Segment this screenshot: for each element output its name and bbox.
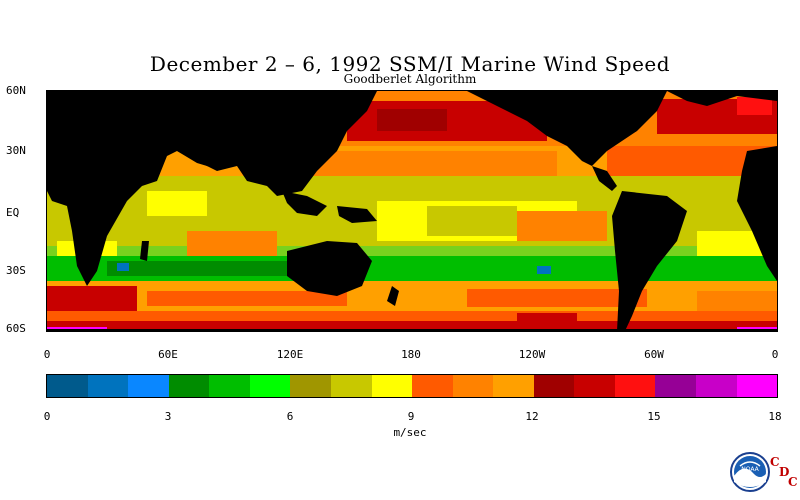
- colorbar-swatch-10: [452, 375, 494, 397]
- colorbar-tick-18: 18: [768, 410, 782, 423]
- colorbar-swatch-0: [47, 375, 88, 397]
- lat-label-60n: 60N: [6, 84, 26, 97]
- colorbar-swatch-4: [209, 375, 250, 397]
- lon-label-180: 180: [401, 348, 421, 361]
- lat-label-60s: 60S: [6, 322, 26, 335]
- cdc-letter-d: D: [779, 465, 790, 479]
- colorbar-tick-3: 3: [164, 410, 172, 423]
- wind-speed-map-svg: [47, 91, 777, 331]
- colorbar-swatch-11: [493, 375, 534, 397]
- colorbar-swatch-14: [614, 375, 656, 397]
- colorbar-swatch-9: [412, 375, 453, 397]
- lon-label-120w: 120W: [518, 348, 546, 361]
- colorbar-swatch-6: [290, 375, 331, 397]
- colorbar-swatch-1: [87, 375, 129, 397]
- colorbar-swatch-15: [655, 375, 696, 397]
- map-subtitle: Goodberlet Algorithm: [343, 72, 477, 86]
- colorbar-tick-6: 6: [286, 410, 294, 423]
- land-masses: [47, 91, 777, 331]
- cdc-letter-c1: C: [770, 455, 780, 469]
- colorbar-tick-0: 0: [43, 410, 51, 423]
- colorbar-swatch-2: [128, 375, 169, 397]
- cdc-letter-c2: C: [788, 475, 798, 489]
- noaa-logo-text: NOAA: [741, 466, 759, 473]
- wind-speed-colorbar: [46, 374, 778, 398]
- lon-label-60e: 60E: [158, 348, 178, 361]
- colorbar-swatch-8: [371, 375, 413, 397]
- colorbar-tick-9: 9: [407, 410, 415, 423]
- colorbar-unit-label: m/sec: [393, 426, 427, 439]
- colorbar-swatch-3: [168, 375, 210, 397]
- lat-label-30s: 30S: [6, 264, 26, 277]
- lat-label-eq: EQ: [6, 206, 20, 219]
- map-title: December 2 – 6, 1992 SSM/I Marine Wind S…: [149, 52, 671, 76]
- colorbar-swatch-5: [249, 375, 291, 397]
- lon-label-0-east: 0: [771, 348, 779, 361]
- colorbar-tick-12: 12: [525, 410, 539, 423]
- lon-label-120e: 120E: [276, 348, 304, 361]
- noaa-logo: NOAA: [730, 452, 770, 492]
- colorbar-swatch-16: [696, 375, 737, 397]
- colorbar-swatch-17: [736, 375, 778, 397]
- lon-label-0-west: 0: [43, 348, 51, 361]
- colorbar-swatch-7: [330, 375, 372, 397]
- colorbar-swatch-13: [574, 375, 615, 397]
- lat-label-30n: 30N: [6, 144, 26, 157]
- lon-label-60w: 60W: [644, 348, 664, 361]
- wind-speed-map: [46, 90, 778, 332]
- colorbar-swatch-12: [533, 375, 575, 397]
- colorbar-tick-15: 15: [647, 410, 661, 423]
